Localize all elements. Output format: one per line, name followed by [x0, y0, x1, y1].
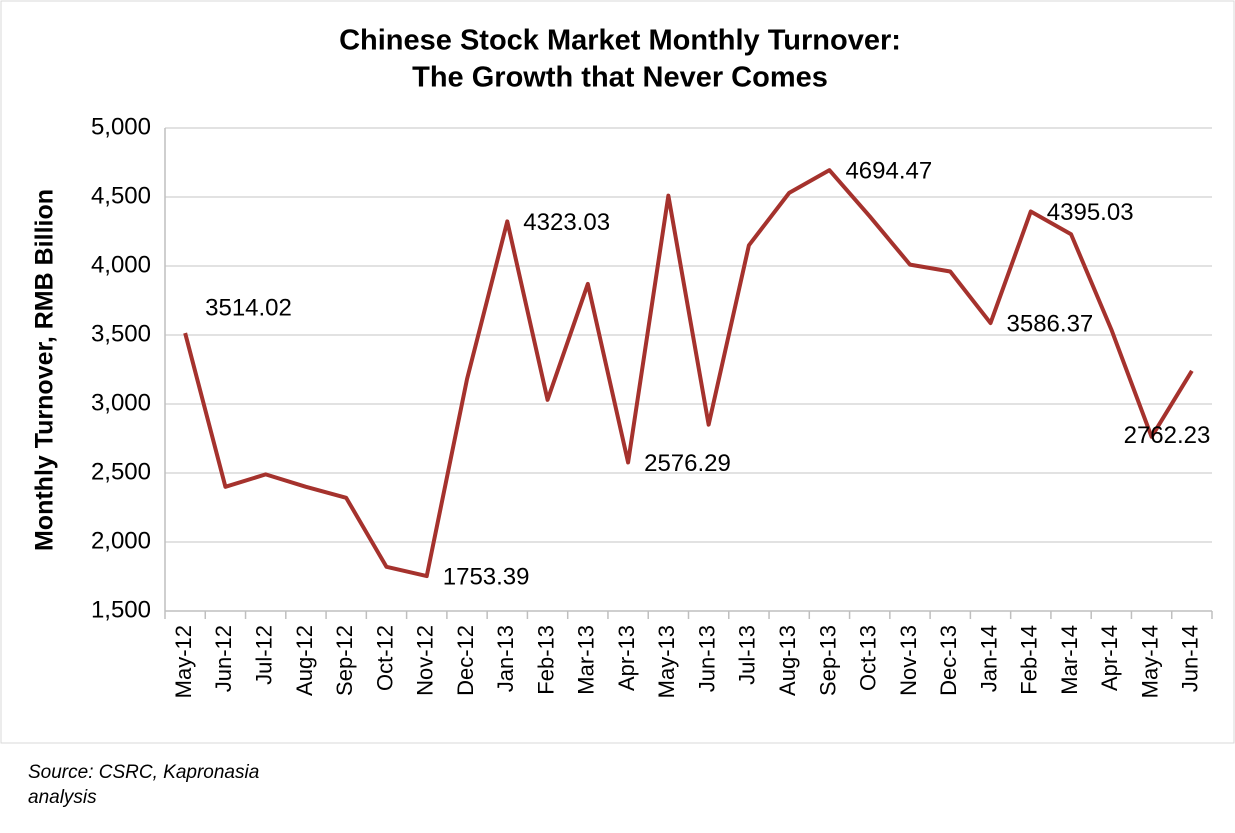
data-label: 1753.39: [443, 563, 530, 590]
x-tick-label: May-12: [171, 625, 196, 698]
x-tick-label: Dec-12: [453, 625, 478, 696]
data-label: 4323.03: [523, 209, 610, 236]
data-label: 4395.03: [1047, 199, 1134, 226]
x-tick-label: Aug-12: [292, 625, 317, 696]
x-tick-label: Mar-14: [1057, 625, 1082, 695]
y-tick-label: 2,500: [91, 458, 151, 485]
chart-subtitle: The Growth that Never Comes: [412, 62, 828, 94]
x-tick-label: Feb-14: [1017, 625, 1042, 695]
x-tick-label: May-13: [654, 625, 679, 698]
y-tick-label: 4,500: [91, 182, 151, 209]
data-label: 2576.29: [644, 450, 731, 477]
y-tick-label: 2,000: [91, 527, 151, 554]
data-label: 2762.23: [1124, 422, 1211, 449]
data-label: 3514.02: [205, 294, 292, 321]
x-tick-label: Nov-13: [896, 625, 921, 696]
x-tick-label: Feb-13: [533, 625, 558, 695]
y-tick-label: 1,500: [91, 596, 151, 623]
y-tick-label: 3,000: [91, 389, 151, 416]
y-tick-label: 4,000: [91, 251, 151, 278]
x-tick-label: Mar-13: [574, 625, 599, 695]
x-tick-label: Jun-12: [211, 625, 236, 692]
x-tick-label: Nov-12: [413, 625, 438, 696]
x-tick-label: Jan-13: [493, 625, 518, 692]
x-tick-label: Aug-13: [775, 625, 800, 696]
x-tick-label: Apr-13: [614, 625, 639, 691]
x-tick-label: Jan-14: [976, 625, 1001, 692]
y-tick-label: 5,000: [91, 113, 151, 140]
y-tick-label: 3,500: [91, 320, 151, 347]
data-line: [183, 168, 1194, 579]
x-tick-label: Oct-12: [372, 625, 397, 691]
data-label: 4694.47: [845, 158, 932, 185]
x-tick-label: Jun-13: [694, 625, 719, 692]
chart-border: [0, 0, 1235, 744]
source-box: Source: CSRC, Kapronasia analysis: [28, 762, 260, 808]
x-tick-label: Sep-12: [332, 625, 357, 696]
source: Source: CSRC, Kapronasia analysis: [28, 762, 260, 808]
x-tick-label: Jul-13: [735, 625, 760, 685]
x-tick-label: May-14: [1137, 625, 1162, 698]
x-tick-label: Oct-13: [856, 625, 881, 691]
x-tick-label: Jun-14: [1178, 625, 1203, 692]
chart-title: Chinese Stock Market Monthly Turnover:: [339, 25, 901, 57]
data-label: 3586.37: [1007, 310, 1094, 337]
x-tick-label: Jul-12: [251, 625, 276, 685]
x-tick-label: Apr-14: [1097, 625, 1122, 691]
x-tick-label: Sep-13: [815, 625, 840, 696]
y-axis-title: Monthly Turnover, RMB Billion: [31, 189, 59, 551]
x-tick-label: Dec-13: [936, 625, 961, 696]
